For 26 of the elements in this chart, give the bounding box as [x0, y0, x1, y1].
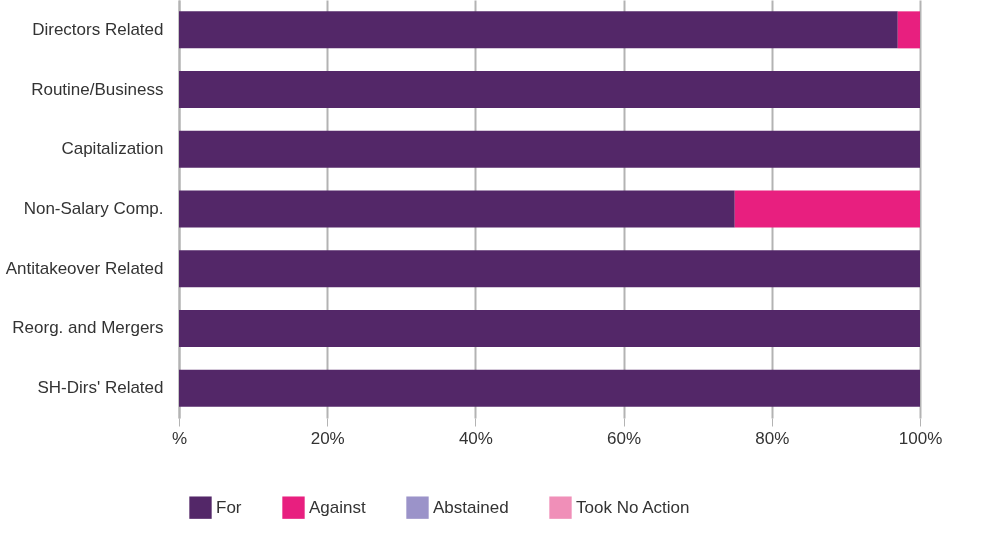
y-tick-label: Directors Related [32, 19, 164, 39]
y-tick-label: Reorg. and Mergers [12, 318, 164, 338]
x-tick-label: 80% [755, 428, 790, 448]
y-tick-label: Non-Salary Comp. [23, 199, 164, 218]
legend-label: Abstained [433, 497, 509, 517]
bar [179, 71, 920, 109]
x-tick-label: 100% [898, 428, 943, 448]
x-tick-label: 40% [458, 428, 493, 448]
bar [179, 190, 735, 228]
bar [734, 190, 920, 228]
legend-label: Against [309, 497, 366, 517]
y-tick-label: Antitakeover Related [5, 258, 164, 278]
y-tick-label: Capitalization [61, 139, 164, 159]
x-tick-label: 60% [607, 428, 642, 448]
y-tick-label: SH-Dirs' Related [37, 378, 164, 398]
bar [179, 369, 920, 407]
bar [179, 309, 920, 347]
bar [179, 130, 920, 168]
bar [897, 11, 920, 49]
x-tick-label: 20% [310, 428, 345, 448]
y-tick-label: Routine/Business [31, 79, 164, 99]
legend-label: Took No Action [576, 497, 690, 517]
bar [179, 11, 898, 49]
legend-label: For [216, 497, 242, 517]
x-tick-label: % [171, 428, 188, 448]
bar [179, 250, 920, 288]
